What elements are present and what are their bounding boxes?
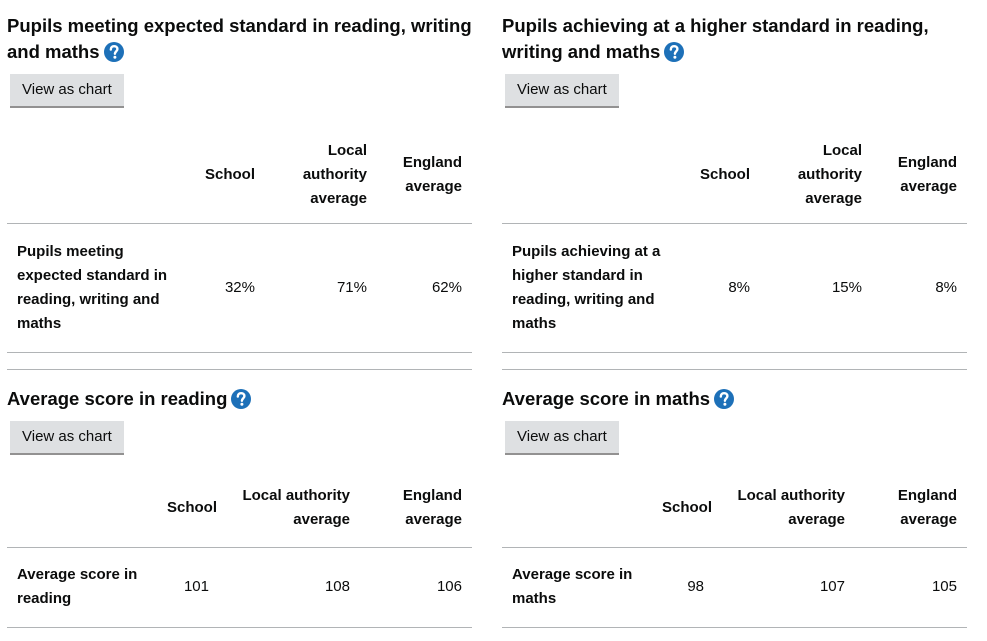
data-table: School Local authority average England ave… <box>502 470 967 628</box>
value-cell: 32% <box>224 279 255 296</box>
column-header: Local authority average <box>797 142 862 207</box>
header-row: School Local authority average England ave… <box>7 470 472 548</box>
view-as-chart-button[interactable]: View as chart <box>10 74 124 108</box>
help-icon[interactable] <box>103 42 124 62</box>
row-label: Pupils achieving at a higher standard in… <box>512 243 661 332</box>
column-header: Local authority average <box>242 487 350 528</box>
value-cell: 62% <box>431 279 462 296</box>
panel-title: Average score in maths <box>502 386 972 412</box>
header-cell <box>502 127 682 224</box>
column-header: England average <box>402 487 462 528</box>
header-cell <box>7 470 157 548</box>
value-cell: 8% <box>728 279 750 296</box>
separator <box>502 369 967 370</box>
row-label: Average score in reading <box>17 566 138 607</box>
data-table: School Local authority average England ave… <box>7 470 472 628</box>
column-header: School <box>662 499 713 516</box>
row-label: Average score in maths <box>512 566 633 607</box>
column-header: School <box>699 166 750 183</box>
button-row: View as chart <box>7 412 472 455</box>
column-header: England average <box>402 154 462 195</box>
separator <box>7 369 472 370</box>
help-icon[interactable] <box>231 389 252 409</box>
table-row: Average score in maths 98 107 105 <box>502 548 967 628</box>
value-cell: 106 <box>436 578 462 595</box>
column-header: School <box>204 166 255 183</box>
button-row: View as chart <box>502 65 967 108</box>
value-cell: 8% <box>935 279 957 296</box>
value-cell: 71% <box>336 279 367 296</box>
table-row: Pupils achieving at a higher standard in… <box>502 224 967 353</box>
column-header: Local authority average <box>302 142 367 207</box>
column-header: England average <box>897 487 957 528</box>
value-cell: 15% <box>831 279 862 296</box>
value-cell: 107 <box>819 578 845 595</box>
view-as-chart-button[interactable]: View as chart <box>505 74 619 108</box>
header-row: School Local authority average England ave… <box>7 127 472 224</box>
value-cell: 98 <box>687 578 704 595</box>
column-header: Local authority average <box>737 487 845 528</box>
title-text: Average score in maths <box>502 388 711 409</box>
button-row: View as chart <box>502 412 967 455</box>
panel: Pupils achieving at a higher standard in… <box>502 13 967 370</box>
panel: Pupils meeting expected standard in read… <box>7 13 472 370</box>
header-row: School Local authority average England ave… <box>502 127 967 224</box>
column-header: School <box>167 499 218 516</box>
panel-title: Average score in reading <box>7 386 477 412</box>
view-as-chart-button[interactable]: View as chart <box>10 421 124 455</box>
panel: Average score in maths View as chart Schoo… <box>502 386 967 628</box>
table-row: Average score in reading 101 108 106 <box>7 548 472 628</box>
value-cell: 108 <box>324 578 350 595</box>
button-row: View as chart <box>7 65 472 108</box>
value-cell: 101 <box>183 578 209 595</box>
help-icon[interactable] <box>714 389 735 409</box>
data-table: School Local authority average England ave… <box>502 127 967 353</box>
panel-title: Pupils achieving at a higher standard in… <box>502 13 972 65</box>
header-cell <box>7 127 187 224</box>
view-as-chart-button[interactable]: View as chart <box>505 421 619 455</box>
title-text: Pupils meeting expected standard in read… <box>7 15 472 62</box>
title-text: Pupils achieving at a higher standard in… <box>502 15 929 62</box>
panel: Average score in reading View as chart Sch… <box>7 386 472 628</box>
data-table: School Local authority average England ave… <box>7 127 472 353</box>
header-row: School Local authority average England ave… <box>502 470 967 548</box>
column-header: England average <box>897 154 957 195</box>
help-icon[interactable] <box>664 42 685 62</box>
header-cell <box>502 470 652 548</box>
value-cell: 105 <box>931 578 957 595</box>
panel-title: Pupils meeting expected standard in read… <box>7 13 477 65</box>
row-label: Pupils meeting expected standard in read… <box>17 243 168 332</box>
title-text: Average score in reading <box>7 388 228 409</box>
table-row: Pupils meeting expected standard in read… <box>7 224 472 353</box>
